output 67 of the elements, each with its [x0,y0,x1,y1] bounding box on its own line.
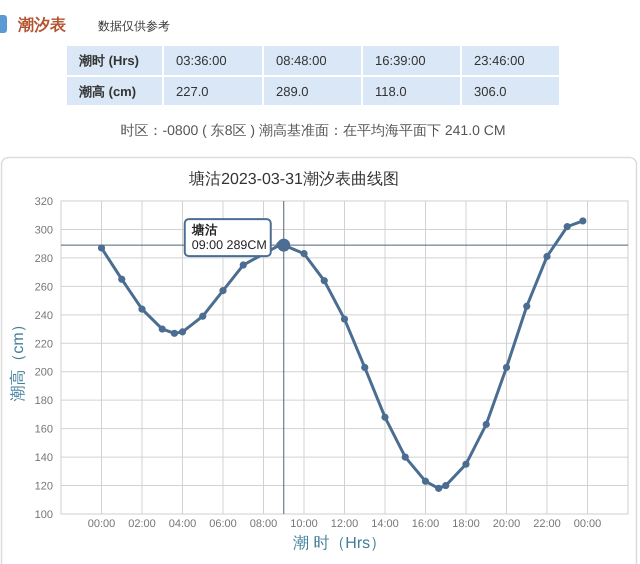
y-tick-label: 160 [34,424,53,436]
point [138,306,146,313]
point [219,287,227,294]
x-tick-label: 10:00 [290,518,318,530]
x-tick-label: 14:00 [371,518,399,530]
y-tick-label: 100 [34,509,53,521]
y-axis-title: 潮高（cm） [9,316,27,402]
point [502,364,510,372]
x-tick-label: 06:00 [209,518,237,530]
point [564,223,571,230]
point [199,312,206,320]
y-tick-label: 300 [34,224,53,236]
text: 潮汐表 [17,16,67,34]
x-tick-label: 00:00 [88,518,116,530]
y-tick-label: 320 [34,196,53,208]
point [422,478,430,485]
x-tick-label: 00:00 [574,518,602,530]
point [361,364,368,372]
text: 数据仅供参考 [98,19,170,33]
point [178,328,186,336]
x-tick-label: 16:00 [412,518,440,530]
point [402,453,409,461]
point [320,277,328,284]
text: 时区：-0800 ( 东8区 ) 潮高基准面：在平均海平面下 241.0 CM [120,122,506,138]
text: 118.0 [375,84,407,99]
x-tick-label: 04:00 [168,518,196,530]
text: 289.0 [276,84,309,99]
point [523,302,530,310]
point [462,460,470,468]
annotation: 塘沽 09:00 289CM [190,222,267,252]
text: 潮高 (cm) [78,84,136,99]
y-tick-label: 220 [34,338,53,350]
chart-title: 塘沽2023-03-31潮汐表曲线图 [188,170,399,188]
y-tick-label: 240 [34,310,53,322]
x-tick-label: 18:00 [452,518,480,530]
text: 227.0 [176,84,209,99]
text: 23:46:00 [474,53,525,68]
y-tick-label: 260 [34,281,53,294]
x-tick-label: 22:00 [533,518,561,530]
y-tick-label: 280 [34,252,53,265]
point [482,420,490,428]
y-tick-label: 140 [34,452,53,464]
x-tick-label: 08:00 [250,518,278,530]
x-tick-label: 20:00 [492,518,520,530]
point [340,315,348,323]
point [543,252,551,260]
point [170,330,178,337]
y-tick-label: 200 [34,366,53,379]
point [240,261,247,269]
text: 03:36:00 [176,53,227,68]
y-tick-label: 180 [34,395,53,408]
text: 潮时 (Hrs) [78,53,139,68]
x-axis-title: 潮 时（Hrs） [292,534,386,552]
point [118,276,126,283]
point [579,217,586,225]
point [158,325,166,333]
point [300,250,308,258]
point [98,244,106,252]
point [381,414,389,421]
point [435,484,442,492]
y-tick-label: 120 [34,480,53,493]
text: 306.0 [474,84,507,99]
x-tick-label: 02:00 [128,518,156,530]
point [442,482,450,490]
text: 16:39:00 [375,53,426,68]
x-tick-label: 12:00 [330,518,358,530]
text: 08:48:00 [276,53,327,68]
